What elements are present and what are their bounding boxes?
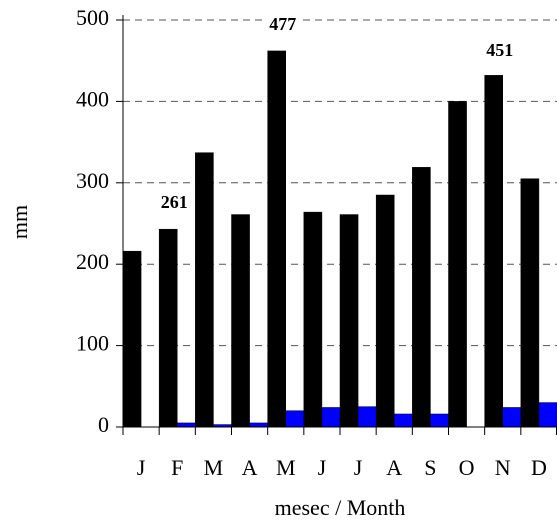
bar [122, 250, 142, 428]
x-tick-label: M [276, 455, 296, 480]
y-tick-label: 200 [76, 249, 109, 274]
bar [375, 194, 395, 428]
annotation-background [483, 39, 517, 62]
bar [231, 214, 250, 428]
bar [520, 178, 540, 428]
x-tick-label: N [495, 455, 511, 480]
bar [195, 152, 214, 428]
x-tick-label: S [424, 455, 436, 480]
bar [285, 410, 305, 428]
x-tick-label: A [386, 455, 402, 480]
y-tick-label: 400 [76, 86, 109, 111]
bar [538, 402, 557, 428]
y-tick-label: 100 [76, 331, 109, 356]
bar [394, 413, 413, 428]
bar [357, 406, 377, 428]
bar [484, 75, 503, 428]
bar [430, 413, 449, 428]
bar [321, 407, 341, 428]
y-tick-label: 0 [98, 412, 109, 437]
y-axis-title: mm [7, 205, 32, 239]
bar [158, 228, 178, 428]
annotation-background [266, 13, 300, 36]
x-tick-label: J [354, 455, 363, 480]
bar [249, 422, 268, 428]
x-tick-label: J [318, 455, 327, 480]
bar [177, 422, 196, 428]
bar [502, 407, 522, 428]
annotation-background [157, 191, 191, 214]
x-tick-label: A [242, 455, 258, 480]
annotation: 477 [269, 14, 296, 34]
x-tick-label: M [204, 455, 224, 480]
bar [339, 214, 359, 428]
bar [267, 50, 286, 428]
annotation: 451 [486, 40, 513, 60]
bar [412, 167, 431, 428]
bar [448, 101, 467, 428]
x-axis-title: mesec / Month [275, 495, 406, 520]
x-tick-label: J [137, 455, 146, 480]
y-tick-label: 500 [76, 5, 109, 30]
bar [303, 211, 323, 428]
x-tick-label: D [531, 455, 547, 480]
annotation: 261 [161, 192, 188, 212]
x-tick-label: F [171, 455, 183, 480]
y-tick-label: 300 [76, 168, 109, 193]
x-tick-label: O [459, 455, 475, 480]
